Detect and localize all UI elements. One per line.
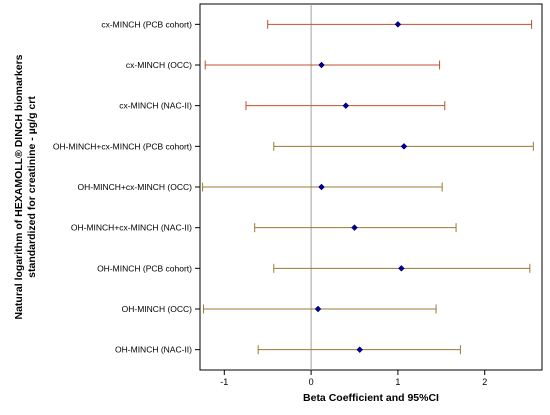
point-estimate-marker	[318, 61, 325, 69]
y-tick-label: cx-MINCH (PCB cohort)	[101, 19, 192, 29]
y-tick-label: cx-MINCH (NAC-II)	[119, 101, 192, 111]
point-estimate-marker	[351, 224, 358, 232]
x-tick-label: 0	[309, 377, 314, 387]
x-tick-label: -1	[220, 377, 228, 387]
y-tick-label: OH-MINCH+cx-MINCH (NAC-II)	[71, 223, 192, 233]
x-tick-label: 2	[482, 377, 487, 387]
y-tick-label: OH-MINCH (NAC-II)	[115, 345, 192, 355]
point-estimate-marker	[394, 20, 402, 28]
y-tick-label: OH-MINCH+cx-MINCH (PCB cohort)	[53, 141, 192, 151]
x-tick-label: 1	[395, 377, 400, 387]
point-estimate-marker	[342, 102, 350, 110]
x-axis-title: Beta Coefficient and 95%CI	[303, 392, 439, 404]
y-axis-title-line-2: standardized for creatinine - µg/g crt	[26, 96, 38, 278]
point-estimate-marker	[314, 305, 322, 313]
y-tick-label: cx-MINCH (OCC)	[126, 60, 192, 70]
point-estimate-marker	[356, 346, 364, 354]
y-tick-label: OH-MINCH (OCC)	[122, 304, 193, 314]
y-axis-title-line-1: Natural logarithm of HEXAMOLL® DINCH bio…	[13, 54, 25, 319]
point-estimate-marker	[400, 142, 408, 150]
y-tick-label: OH-MINCH+cx-MINCH (OCC)	[77, 182, 192, 192]
point-estimate-marker	[318, 183, 325, 191]
y-tick-label: OH-MINCH (PCB cohort)	[97, 263, 192, 273]
point-estimate-marker	[398, 264, 405, 272]
